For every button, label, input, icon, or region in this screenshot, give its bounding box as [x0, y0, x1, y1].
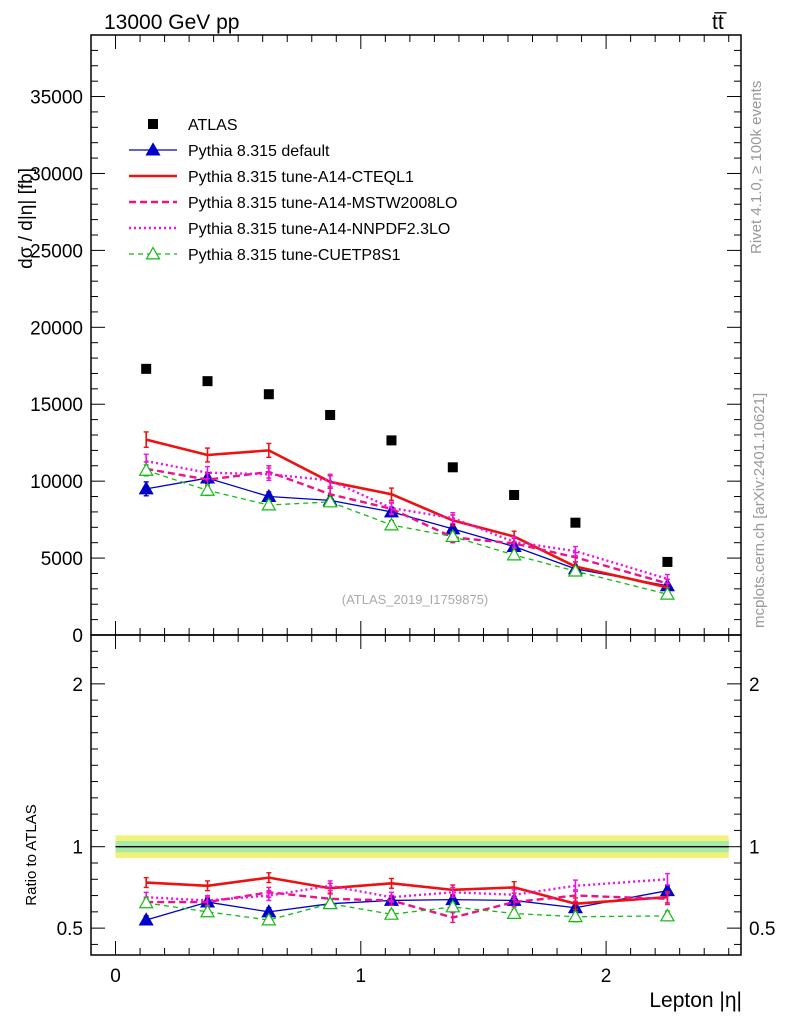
ratio-y-tick-label-right: 1: [749, 838, 760, 859]
ratio-series-cuetp: [138, 895, 675, 926]
main-point-cuetp: [322, 494, 338, 508]
main-y-tick-label: 25000: [30, 241, 83, 262]
ratio-point-cuetp: [199, 904, 216, 918]
x-axis-label: Lepton |η|: [649, 989, 742, 1012]
main-axis-ticks: 0 5000 10000 15000 20000 25000 30000 35000: [30, 34, 741, 647]
main-point-atlas: [509, 490, 520, 500]
ratio-point-cuetp: [261, 912, 277, 926]
main-y-axis-label: dσ / d|η| [fb]: [16, 168, 37, 269]
main-point-atlas: [662, 556, 673, 567]
legend-label-cteql1: Pythia 8.315 tune-A14-CTEQL1: [188, 169, 414, 186]
main-y-tick-label: 30000: [30, 164, 83, 185]
ratio-series-default: [138, 882, 675, 926]
legend-label-nnpdf: Pythia 8.315 tune-A14-NNPDF2.3LO: [188, 221, 450, 238]
main-line-nnpdf: [145, 459, 668, 580]
ratio-line-cuetp: [146, 902, 668, 921]
main-point-cuetp: [199, 482, 216, 496]
ratio-y-tick-label: 2: [72, 675, 83, 696]
ratio-series-nnpdf: [143, 872, 670, 907]
main-series-cteql1: [143, 431, 670, 592]
main-series-cuetp: [138, 462, 675, 600]
ratio-point-cuetp: [138, 895, 154, 909]
ratio-y-tick-label: 1: [72, 838, 83, 859]
rivet-label: Rivet 4.1.0, ≥ 100k events: [748, 81, 765, 254]
ratio-plot-area: [115, 835, 729, 926]
main-point-atlas: [141, 363, 152, 374]
main-point-atlas: [325, 410, 336, 420]
header-right: tt̅: [712, 11, 728, 34]
legend-label-atlas: ATLAS: [188, 117, 238, 134]
header-left: 13000 GeV pp: [104, 11, 239, 34]
legend-entry-nnpdf: Pythia 8.315 tune-A14-NNPDF2.3LO: [129, 221, 450, 238]
legend-label-cuetp: Pythia 8.315 tune-CUETP8S1: [188, 247, 401, 264]
main-y-tick-label: 0: [72, 626, 83, 647]
x-tick-label: 2: [601, 966, 612, 987]
main-panel: 0 5000 10000 15000 20000 25000 30000 35000 dσ /…: [16, 34, 742, 647]
main-y-tick-label: 15000: [30, 395, 83, 416]
main-point-cuetp: [659, 586, 675, 600]
ratio-line-default: [146, 890, 668, 921]
ratio-y-axis-label: Ratio to ATLAS: [23, 804, 40, 905]
mcplots-label: mcplots.cern.ch [arXiv:2401.10621]: [751, 393, 768, 628]
legend-label-default: Pythia 8.315 default: [188, 143, 330, 160]
ratio-line-nnpdf: [146, 878, 668, 902]
main-y-tick-label: 10000: [30, 472, 83, 493]
x-tick-label: 1: [356, 966, 367, 987]
main-y-tick-label: 20000: [30, 318, 83, 339]
ratio-y-tick-label-right: 0.5: [749, 919, 775, 940]
main-series-atlas: [141, 363, 673, 567]
main-point-cuetp: [567, 563, 583, 577]
legend-entry-atlas: ATLAS: [148, 117, 238, 134]
ratio-point-default: [138, 912, 154, 926]
main-point-cuetp: [506, 547, 522, 561]
main-point-atlas: [447, 462, 458, 473]
legend-marker-default: [145, 142, 161, 156]
legend-label-mstw: Pythia 8.315 tune-A14-MSTW2008LO: [188, 195, 457, 212]
legend-entry-cteql1: Pythia 8.315 tune-A14-CTEQL1: [129, 169, 414, 186]
main-point-cuetp: [261, 497, 277, 511]
ratio-point-cuetp: [322, 895, 338, 910]
ratio-point-cuetp: [567, 909, 583, 923]
main-line-cuetp: [145, 469, 668, 595]
legend-entry-default: Pythia 8.315 default: [129, 142, 330, 160]
legend-marker-cuetp: [145, 246, 161, 260]
main-y-tick-label: 5000: [41, 549, 83, 570]
ratio-point-cuetp: [383, 906, 400, 920]
main-line-mstw: [145, 467, 668, 585]
ratio-frame: [90, 634, 742, 956]
legend-entry-mstw: Pythia 8.315 tune-A14-MSTW2008LO: [129, 195, 457, 212]
legend-marker-atlas: [148, 119, 158, 129]
main-point-atlas: [202, 376, 213, 387]
ratio-point-cuetp: [445, 899, 461, 913]
main-point-cuetp: [383, 517, 400, 531]
main-line-cteql1: [145, 438, 668, 589]
main-plot-area: [138, 363, 675, 600]
ratio-series-cteql1: [143, 872, 670, 911]
ratio-point-cuetp: [506, 905, 522, 919]
ratio-point-cuetp: [659, 908, 675, 922]
main-point-atlas: [263, 389, 274, 400]
main-series-default: [138, 470, 675, 592]
main-point-atlas: [570, 517, 581, 528]
ratio-line-cteql1: [146, 876, 668, 906]
analysis-tag: (ATLAS_2019_I1759875): [342, 592, 488, 607]
main-series-nnpdf: [143, 453, 670, 584]
main-point-cuetp: [445, 528, 461, 543]
main-point-cuetp: [138, 462, 154, 476]
ratio-panel: 0 1 2 0.5 0.5 1 1 2 2 Ratio to ATLAS Lepton |η|: [23, 634, 775, 1012]
ratio-y-tick-label: 0.5: [57, 919, 83, 940]
main-point-default: [138, 481, 154, 495]
legend: ATLAS Pythia 8.315 default Pythia 8.315 tu…: [129, 117, 457, 264]
ratio-y-tick-label-right: 2: [749, 675, 760, 696]
legend-entry-cuetp: Pythia 8.315 tune-CUETP8S1: [129, 246, 401, 264]
ratio-axis-ticks: 0 1 2 0.5 0.5 1 1 2 2: [57, 635, 775, 987]
main-y-tick-label: 35000: [30, 88, 83, 109]
main-point-atlas: [386, 435, 397, 446]
x-tick-label: 0: [110, 966, 121, 987]
